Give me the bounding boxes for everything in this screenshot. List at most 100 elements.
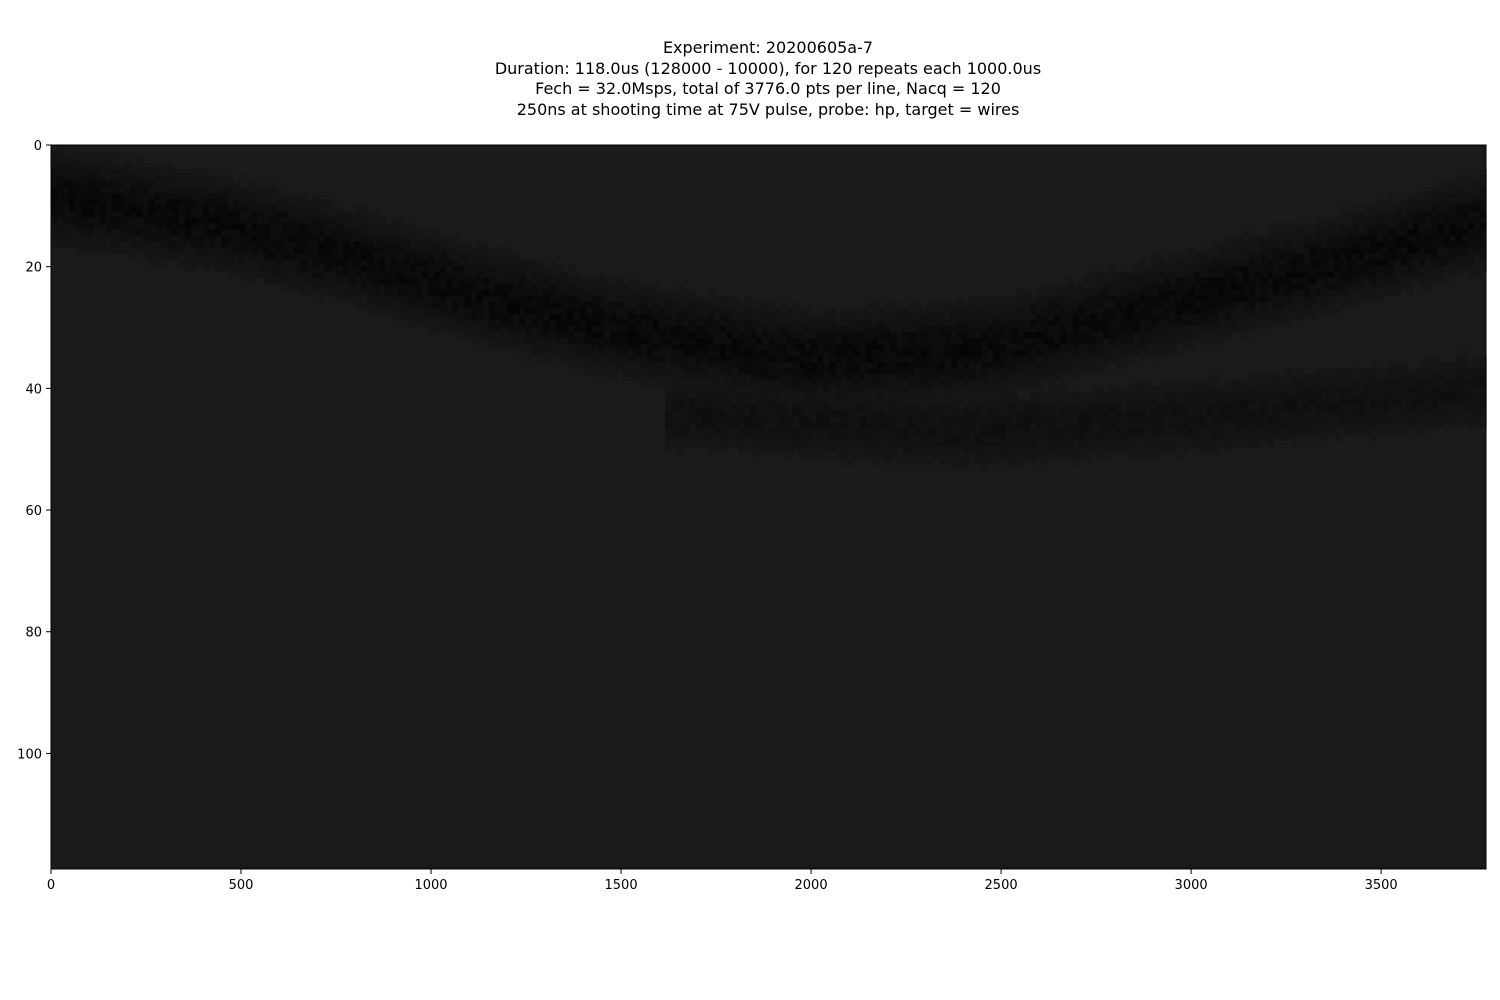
heatmap-cell [1036, 374, 1043, 381]
heatmap-cell [1273, 295, 1280, 303]
heatmap-cell [938, 446, 946, 454]
heatmap-cell [580, 350, 587, 357]
heatmap-cell [1242, 319, 1250, 327]
heatmap-cell [1291, 422, 1299, 429]
heatmap-cell [525, 338, 532, 345]
heatmap-cell [1212, 404, 1220, 411]
heatmap-cell [750, 428, 757, 435]
heatmap-cell [1102, 332, 1110, 339]
heatmap-cell [1315, 374, 1323, 381]
heatmap-cell [184, 205, 192, 212]
heatmap-cell [1127, 289, 1134, 297]
heatmap-cell [659, 338, 666, 345]
heatmap-cell [1096, 289, 1104, 297]
heatmap-cell [646, 362, 654, 369]
heatmap-cell [804, 404, 812, 411]
heatmap-cell [1157, 404, 1165, 411]
heatmap-cell [1005, 362, 1013, 369]
heatmap-cell [1206, 416, 1213, 423]
heatmap-cell [744, 313, 751, 321]
heatmap-cell [871, 356, 879, 363]
heatmap-cell [707, 368, 715, 375]
heatmap-cell [1382, 247, 1390, 254]
heatmap-cell [1400, 253, 1408, 261]
heatmap-cell [87, 223, 95, 230]
heatmap-cell [580, 307, 587, 315]
heatmap-cell [634, 344, 642, 351]
heatmap-cell [817, 422, 824, 429]
heatmap-cell [1029, 319, 1037, 327]
heatmap-cell [1115, 350, 1122, 357]
heatmap-cell [1194, 277, 1201, 285]
heatmap-cell [1352, 374, 1359, 381]
heatmap-cell [385, 295, 393, 303]
heatmap-cell [1297, 386, 1305, 393]
heatmap-cell [1394, 392, 1402, 399]
heatmap-cell [1139, 446, 1147, 454]
heatmap-cell [1194, 386, 1201, 393]
heatmap-cell [829, 440, 836, 448]
heatmap-cell [774, 326, 782, 333]
heatmap-cell [750, 422, 757, 429]
heatmap-cell [999, 344, 1007, 351]
heatmap-cell [1078, 277, 1086, 285]
heatmap-cell [792, 416, 800, 423]
heatmap-cell [1242, 332, 1250, 339]
heatmap-cell [616, 313, 624, 321]
heatmap-cell [190, 211, 198, 218]
heatmap-cell [1346, 410, 1353, 417]
heatmap-cell [750, 362, 757, 369]
heatmap-cell [397, 235, 405, 242]
heatmap-cell [598, 368, 605, 375]
heatmap-cell [1206, 289, 1213, 297]
heatmap-cell [877, 434, 885, 442]
heatmap-cell [130, 235, 137, 242]
heatmap-cell [154, 175, 162, 182]
heatmap-cell [373, 295, 380, 303]
heatmap-cell [926, 368, 934, 375]
heatmap-cell [786, 313, 794, 321]
heatmap-cell [531, 265, 539, 273]
heatmap-cell [750, 410, 757, 417]
heatmap-cell [1400, 247, 1408, 254]
heatmap-cell [1242, 235, 1250, 242]
heatmap-cell [725, 344, 733, 351]
heatmap-cell [154, 241, 162, 248]
heatmap-cell [811, 362, 818, 369]
heatmap-cell [111, 205, 119, 212]
heatmap-cell [87, 199, 95, 206]
heatmap-cell [203, 217, 210, 224]
heatmap-cell [1096, 338, 1104, 345]
heatmap-cell [1042, 350, 1049, 357]
heatmap-cell [1285, 422, 1293, 429]
heatmap-cell [592, 283, 599, 291]
heatmap-cell [573, 344, 581, 351]
heatmap-cell [215, 265, 222, 273]
heatmap-cell [160, 247, 168, 254]
heatmap-cell [1029, 307, 1037, 315]
heatmap-cell [1072, 416, 1080, 423]
heatmap-cell [987, 386, 995, 393]
heatmap-cell [1321, 235, 1329, 242]
heatmap-cell [859, 404, 867, 411]
heatmap-cell [677, 440, 684, 448]
heatmap-cell [312, 229, 320, 236]
heatmap-cell [561, 283, 569, 291]
heatmap-cell [136, 205, 143, 212]
heatmap-cell [719, 344, 727, 351]
heatmap-cell [233, 229, 241, 236]
heatmap-cell [938, 440, 946, 448]
heatmap-cell [1121, 434, 1128, 442]
heatmap-cell [373, 271, 380, 279]
heatmap-cell [817, 356, 824, 363]
heatmap-cell [1212, 271, 1220, 279]
heatmap-cell [1005, 422, 1013, 429]
heatmap-cell [537, 259, 545, 267]
heatmap-cell [294, 205, 301, 212]
heatmap-cell [817, 398, 824, 405]
heatmap-cell [1382, 223, 1390, 230]
heatmap-cell [361, 229, 368, 236]
heatmap-cell [1254, 416, 1262, 423]
heatmap-cell [148, 259, 155, 267]
heatmap-cell [1157, 446, 1165, 454]
